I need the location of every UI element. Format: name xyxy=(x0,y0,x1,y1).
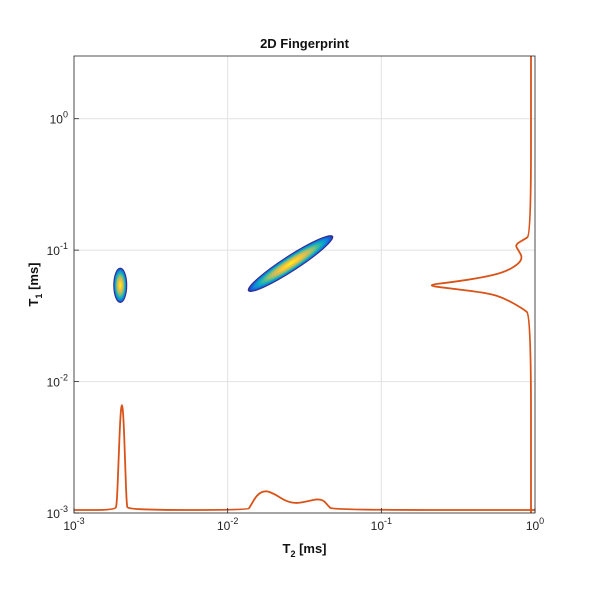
x-tick-label: 100 xyxy=(526,516,544,533)
y-tick-label-exp: -1 xyxy=(60,241,68,251)
plot-frame xyxy=(73,55,536,514)
x-tick-label-base: 10 xyxy=(63,519,77,533)
y-tick-label: 10-3 xyxy=(47,504,68,521)
x-tick-label-base: 10 xyxy=(526,519,540,533)
y-tick-label-base: 10 xyxy=(47,507,61,521)
x-tick-label-exp: -2 xyxy=(230,516,238,526)
x-axis-title-base: T xyxy=(282,541,290,556)
y-axis-title-unit: [ms] xyxy=(26,262,41,293)
y-tick-label-base: 10 xyxy=(47,244,61,258)
y-tick-label-exp: -2 xyxy=(60,373,68,383)
y-axis-title-sub: 1 xyxy=(34,294,44,299)
projections xyxy=(74,56,535,513)
peaks xyxy=(113,235,334,303)
x-tick-label-base: 10 xyxy=(217,519,231,533)
y-axis-title: T1 [ms] xyxy=(26,262,44,306)
x-tick-label-exp: 0 xyxy=(539,516,544,526)
x-axis-title-unit: [ms] xyxy=(295,541,326,556)
x-tick-label-exp: -1 xyxy=(384,516,392,526)
x-axis-title: T2 [ms] xyxy=(282,541,326,559)
y-tick-label: 10-2 xyxy=(47,373,68,390)
y-tick-label-exp: 0 xyxy=(63,110,68,120)
x-tick-label-base: 10 xyxy=(371,519,385,533)
x-tick-label: 10-3 xyxy=(63,516,84,533)
x-tick-label-exp: -3 xyxy=(77,516,85,526)
x-tick-label: 10-2 xyxy=(217,516,238,533)
t2-projection-line xyxy=(74,404,535,511)
t1-projection-line xyxy=(430,56,532,513)
y-tick-label-exp: -3 xyxy=(60,504,68,514)
chart-title: 2D Fingerprint xyxy=(260,36,350,51)
y-tick-label: 100 xyxy=(50,110,68,127)
peak-2 xyxy=(247,235,334,293)
x-tick-label: 10-1 xyxy=(371,516,392,533)
peak-1 xyxy=(113,267,128,303)
x-axis-title-sub: 2 xyxy=(290,549,295,559)
y-axis-title-base: T xyxy=(26,299,41,307)
y-tick-label-base: 10 xyxy=(47,376,61,390)
y-tick-label-base: 10 xyxy=(50,113,64,127)
y-tick-label: 10-1 xyxy=(47,241,68,258)
plot-background xyxy=(74,56,535,513)
